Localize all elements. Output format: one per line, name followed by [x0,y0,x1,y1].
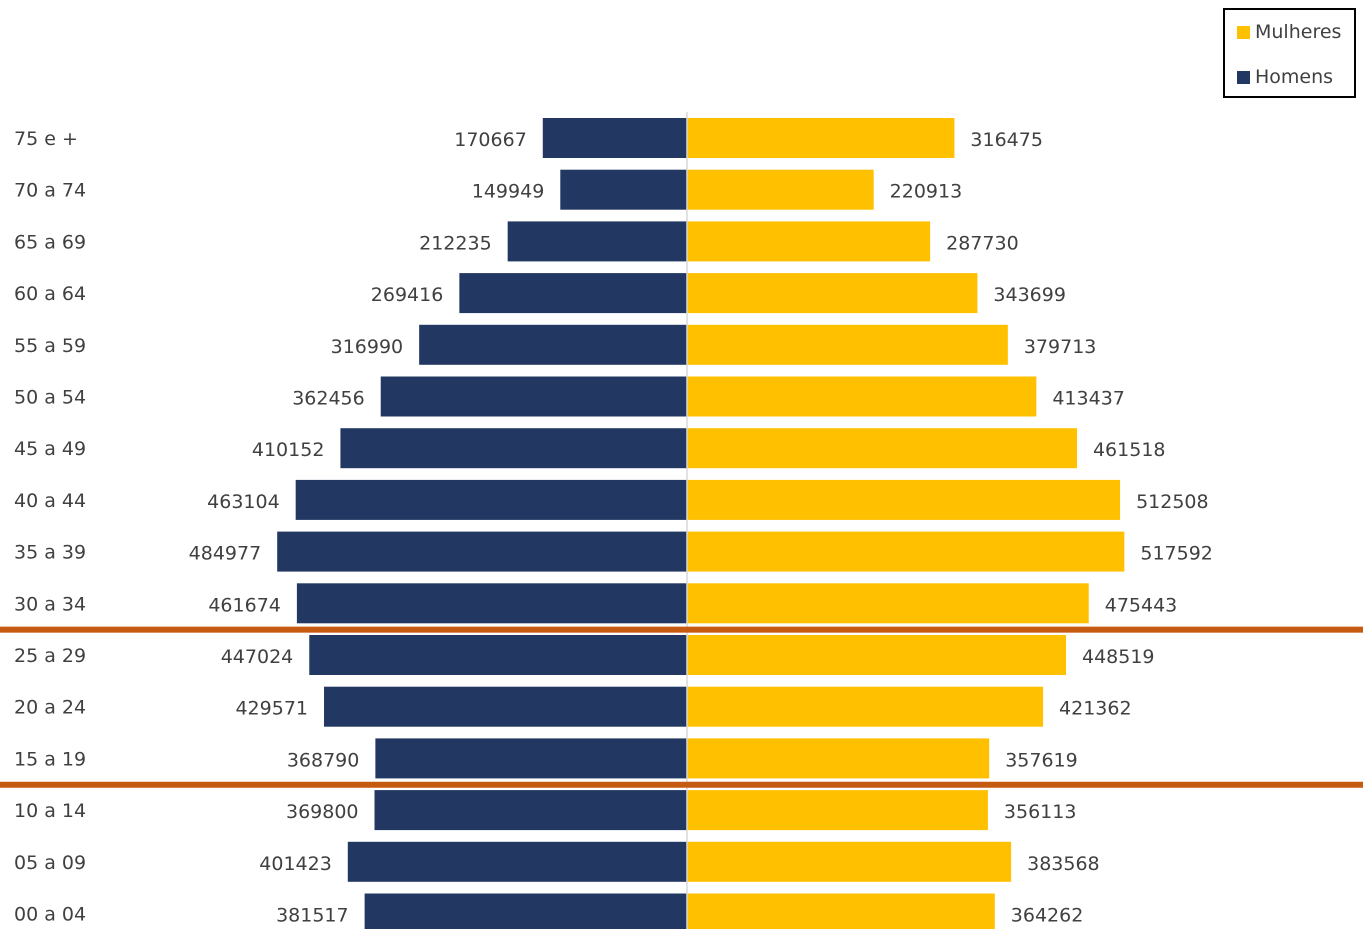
data-label-homens-15-a-19: 368790 [287,749,360,771]
data-label-homens-70-a-74: 149949 [472,181,545,203]
data-label-homens-55-a-59: 316990 [331,336,404,358]
data-label-homens-30-a-34: 461674 [208,594,281,616]
legend-swatch-mulheres [1237,25,1250,39]
data-label-homens-75-e: 170667 [454,129,527,151]
legend-swatch-homens [1237,70,1250,84]
bar-homens-35-a-39 [277,531,687,572]
bar-homens-70-a-74 [560,169,687,210]
data-label-homens-45-a-49: 410152 [252,439,325,461]
data-label-homens-35-a-39: 484977 [189,543,262,565]
bar-mulheres-35-a-39 [687,531,1125,572]
bar-mulheres-05-a-09 [687,841,1012,882]
bar-homens-60-a-64 [459,273,687,314]
bar-mulheres-25-a-29 [687,635,1066,675]
bar-homens-55-a-59 [419,324,687,365]
bar-homens-05-a-09 [347,841,687,882]
category-label-10-a-14: 10 a 14 [14,800,86,822]
bar-mulheres-55-a-59 [687,324,1008,365]
bar-homens-75-e [542,118,687,158]
data-label-mulheres-65-a-69: 287730 [946,232,1019,254]
data-label-mulheres-00-a-04: 364262 [1011,905,1084,927]
bar-homens-15-a-19 [375,738,687,779]
category-label-25-a-29: 25 a 29 [14,645,86,667]
data-label-homens-25-a-29: 447024 [221,646,294,668]
highlight-line-top [0,626,1363,633]
data-label-mulheres-75-e: 316475 [970,129,1043,151]
data-label-homens-50-a-54: 362456 [292,388,365,410]
bar-mulheres-15-a-19 [687,738,990,779]
data-label-mulheres-25-a-29: 448519 [1082,646,1155,668]
bar-homens-45-a-49 [340,428,687,469]
category-label-40-a-44: 40 a 44 [14,490,86,512]
bar-mulheres-10-a-14 [687,790,988,831]
bar-homens-20-a-24 [324,686,687,727]
data-label-homens-40-a-44: 463104 [207,491,280,513]
bar-mulheres-00-a-04 [687,893,995,929]
category-label-15-a-19: 15 a 19 [14,748,86,770]
data-label-homens-10-a-14: 369800 [286,801,359,823]
data-label-mulheres-10-a-14: 356113 [1004,801,1077,823]
data-label-mulheres-35-a-39: 517592 [1140,543,1213,565]
category-label-20-a-24: 20 a 24 [14,697,86,719]
data-label-mulheres-50-a-54: 413437 [1052,388,1125,410]
legend-label-homens: Homens [1255,66,1334,88]
legend-item-homens: Homens [1237,65,1333,89]
bar-mulheres-65-a-69 [687,221,931,262]
bar-homens-00-a-04 [364,893,687,929]
legend-item-mulheres: Mulheres [1237,20,1341,44]
data-label-mulheres-55-a-59: 379713 [1024,336,1097,358]
bar-homens-10-a-14 [374,790,687,831]
bar-mulheres-20-a-24 [687,686,1044,727]
bar-mulheres-30-a-34 [687,583,1089,624]
bar-homens-50-a-54 [380,376,687,417]
data-label-mulheres-45-a-49: 461518 [1093,439,1166,461]
category-label-75-e: 75 e + [14,128,78,150]
bar-mulheres-50-a-54 [687,376,1037,417]
category-label-70-a-74: 70 a 74 [14,180,86,202]
bar-homens-40-a-44 [295,479,687,520]
category-label-60-a-64: 60 a 64 [14,283,86,305]
category-label-65-a-69: 65 a 69 [14,231,86,253]
category-label-35-a-39: 35 a 39 [14,542,86,564]
data-label-mulheres-30-a-34: 475443 [1105,594,1178,616]
data-label-homens-05-a-09: 401423 [259,853,332,875]
data-label-mulheres-40-a-44: 512508 [1136,491,1209,513]
bar-mulheres-70-a-74 [687,169,874,210]
data-label-mulheres-15-a-19: 357619 [1005,749,1078,771]
data-label-homens-65-a-69: 212235 [419,232,492,254]
category-label-05-a-09: 05 a 09 [14,852,86,874]
data-label-mulheres-60-a-64: 343699 [993,284,1066,306]
highlight-line-bottom [0,781,1363,788]
bar-homens-30-a-34 [296,583,687,624]
category-label-00-a-04: 00 a 04 [14,904,86,926]
category-label-30-a-34: 30 a 34 [14,593,86,615]
legend-label-mulheres: Mulheres [1255,21,1342,43]
category-label-50-a-54: 50 a 54 [14,387,86,409]
bar-mulheres-75-e [687,118,955,158]
data-label-mulheres-05-a-09: 383568 [1027,853,1100,875]
data-label-homens-60-a-64: 269416 [371,284,444,306]
data-label-homens-20-a-24: 429571 [235,698,308,720]
data-label-homens-00-a-04: 381517 [276,905,349,927]
bar-homens-65-a-69 [507,221,687,262]
bar-mulheres-45-a-49 [687,428,1077,469]
bar-mulheres-60-a-64 [687,273,978,314]
chart-legend: Mulheres Homens [1223,8,1356,98]
data-label-mulheres-20-a-24: 421362 [1059,698,1132,720]
category-label-55-a-59: 55 a 59 [14,335,86,357]
bar-homens-25-a-29 [309,635,687,675]
data-label-mulheres-70-a-74: 220913 [890,181,963,203]
category-label-45-a-49: 45 a 49 [14,438,86,460]
bar-mulheres-40-a-44 [687,479,1121,520]
